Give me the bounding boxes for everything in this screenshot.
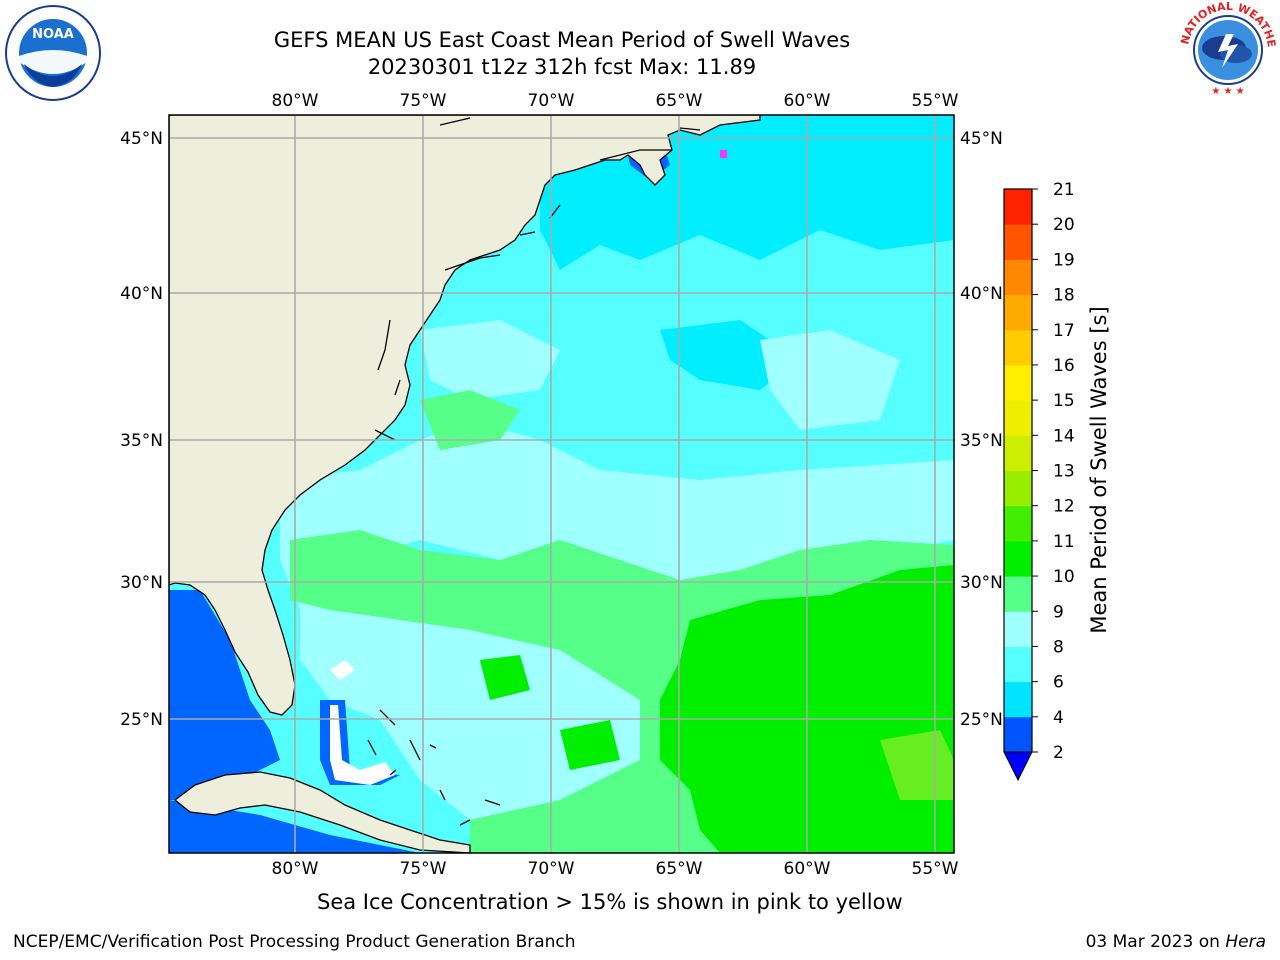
land-north-america (169, 115, 761, 716)
colorbar-segment (1004, 294, 1032, 331)
lat-label: 30°N (960, 573, 1003, 593)
colorbar-segment (1004, 540, 1032, 577)
lon-label: 55°W (912, 91, 959, 111)
lon-labels-bottom: 80°W 75°W 70°W 65°W 60°W 55°W (272, 859, 959, 879)
colorbar-segment (1004, 400, 1032, 436)
colorbar-segment (1004, 329, 1032, 366)
colorbar: 2 4 6 8 9 10 11 12 13 14 15 16 17 18 19 20 21 Mean Perio… (1003, 180, 1111, 782)
colorbar-tick-label: 21 (1053, 180, 1075, 200)
lat-label: 35°N (120, 431, 163, 451)
colorbar-tick-labels: 2 4 6 8 9 10 11 12 13 14 15 16 17 18 19 20 21 (1032, 180, 1075, 763)
lat-label: 40°N (960, 284, 1003, 304)
colorbar-tick-label: 11 (1053, 532, 1075, 552)
lon-label: 65°W (656, 91, 703, 111)
lat-label: 45°N (960, 129, 1003, 149)
lat-labels-left: 45°N 40°N 35°N 30°N 25°N (120, 129, 163, 730)
chart-subtitle-forecast: 20230301 t12z 312h fcst Max: 11.89 (367, 55, 757, 79)
colorbar-tick-label: 14 (1053, 426, 1075, 446)
lat-label: 25°N (120, 710, 163, 730)
colorbar-tick-label: 4 (1053, 708, 1064, 728)
lat-label: 30°N (120, 573, 163, 593)
colorbar-tick-label: 15 (1053, 391, 1075, 411)
colorbar-segment (1004, 189, 1032, 225)
colorbar-segment (1004, 611, 1032, 647)
lon-label: 75°W (400, 91, 447, 111)
colorbar-segment (1004, 646, 1032, 683)
lat-labels-right: 45°N 40°N 35°N 30°N 25°N (960, 129, 1003, 730)
colorbar-segment (1004, 364, 1032, 401)
footer-credit: NCEP/EMC/Verification Post Processing Pr… (13, 932, 576, 952)
sea-ice-note: Sea Ice Concentration > 15% is shown in … (317, 890, 903, 914)
footer-date: 03 Mar 2023 on Hera (1086, 932, 1266, 952)
lon-label: 70°W (528, 859, 575, 879)
noaa-logo-text: NOAA (32, 27, 74, 42)
colorbar-tick-label: 8 (1053, 637, 1064, 657)
colorbar-segment (1004, 505, 1032, 542)
map-panel (169, 115, 954, 853)
colorbar-segment (1004, 716, 1032, 753)
lon-label: 80°W (272, 91, 319, 111)
footer-machine: Hera (1225, 932, 1266, 952)
field-zone-9-10 (420, 390, 520, 450)
lon-label: 65°W (656, 859, 703, 879)
lat-label: 35°N (960, 431, 1003, 451)
colorbar-segment (1004, 435, 1032, 471)
lat-label: 40°N (120, 284, 163, 304)
sea-ice-marker (720, 150, 727, 158)
lon-label: 70°W (528, 91, 575, 111)
colorbar-tick-label: 20 (1053, 215, 1075, 235)
lon-label: 60°W (784, 859, 831, 879)
graticule (169, 115, 954, 853)
lon-label: 60°W (784, 91, 831, 111)
lat-label: 45°N (120, 129, 163, 149)
map-frame (168, 114, 955, 854)
nws-logo: NATIONAL WEATHER SERVICE ★ ★ ★ (1178, 0, 1278, 98)
lon-label: 80°W (272, 859, 319, 879)
coast-detail (439, 117, 701, 271)
field-zone-10-11 (560, 720, 620, 770)
colorbar-title: Mean Period of Swell Waves [s] (1087, 306, 1111, 633)
bahamas-bank (330, 705, 395, 785)
colorbar-tick-label: 13 (1053, 462, 1075, 482)
colorbar-tick-label: 18 (1053, 286, 1075, 306)
colorbar-segment (1004, 259, 1032, 296)
colorbar-tick-label: 16 (1053, 356, 1075, 376)
colorbar-under-triangle (1003, 751, 1033, 782)
colorbar-tick-label: 6 (1053, 673, 1064, 693)
field-zone-8-9 (760, 330, 900, 430)
bahamas-bank (330, 660, 355, 680)
coast-detail (374, 319, 401, 441)
colorbar-tick-label: 17 (1053, 321, 1075, 341)
lon-label: 75°W (400, 859, 447, 879)
colorbar-tick-label: 2 (1053, 743, 1064, 763)
footer-date-text: 03 Mar 2023 on (1085, 932, 1220, 952)
noaa-logo: NOAA (5, 5, 101, 101)
colorbar-tick-label: 10 (1053, 567, 1075, 587)
lon-label: 55°W (912, 859, 959, 879)
lat-label: 25°N (960, 710, 1003, 730)
field-zone-4-6 (660, 320, 800, 390)
field-zone-2-4 (169, 590, 280, 800)
lon-labels-top: 80°W 75°W 70°W 65°W 60°W 55°W (272, 91, 959, 111)
colorbar-tick-label: 19 (1053, 250, 1075, 270)
chart-title: GEFS MEAN US East Coast Mean Period of S… (273, 28, 851, 52)
colorbar-segments (1004, 189, 1032, 753)
land-islets (367, 709, 501, 826)
colorbar-segment (1004, 224, 1032, 260)
colorbar-tick-label: 9 (1053, 602, 1064, 622)
field-zone-10-11 (480, 655, 530, 700)
field-zone-8-9 (420, 320, 560, 400)
svg-text:★ ★ ★: ★ ★ ★ (1211, 86, 1244, 97)
land-cuba (173, 771, 471, 853)
colorbar-segment (1004, 681, 1032, 718)
colorbar-segment (1004, 470, 1032, 507)
colorbar-tick-label: 12 (1053, 497, 1075, 517)
colorbar-segment (1004, 576, 1032, 612)
